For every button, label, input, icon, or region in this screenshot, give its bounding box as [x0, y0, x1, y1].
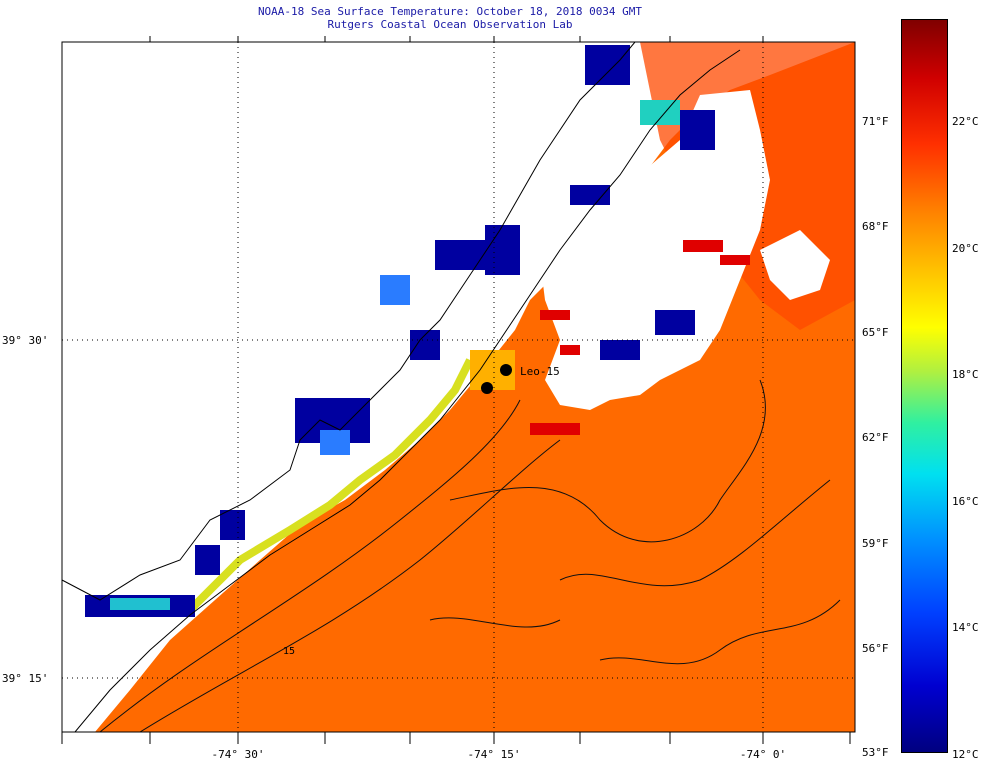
map-title: NOAA-18 Sea Surface Temperature: October… — [257, 5, 643, 18]
map-subtitle: Rutgers Coastal Ocean Observation Lab — [327, 18, 573, 31]
f-label-68: 68°F — [862, 220, 889, 233]
hot-pixels — [530, 240, 750, 435]
lon-label-7400: -74° 0' — [739, 748, 787, 761]
station-marker-secondary[interactable] — [481, 382, 493, 394]
station-label: Leo-15 — [520, 365, 560, 378]
graticule — [62, 42, 855, 732]
f-label-65: 65°F — [862, 326, 889, 339]
contour-label: 15 — [283, 646, 295, 657]
c-label-22: 22°C — [952, 115, 979, 128]
station-marker-leo15[interactable] — [500, 364, 512, 376]
frame-ticks — [61, 36, 851, 744]
cold-pixels — [85, 45, 715, 617]
f-label-56: 56°F — [862, 642, 889, 655]
c-label-16: 16°C — [952, 495, 979, 508]
barrier-island — [74, 49, 741, 732]
c-label-20: 20°C — [952, 242, 979, 255]
cloud-mask — [540, 90, 770, 410]
lon-label-7430: -74° 30' — [211, 748, 265, 761]
lon-label-7415: -74° 15' — [467, 748, 521, 761]
cool-pixels — [110, 100, 680, 610]
lat-label-3915: 39° 15' — [2, 672, 49, 685]
c-label-12: 12°C — [952, 748, 979, 761]
cloud-mask-east — [760, 230, 830, 300]
f-label-59: 59°F — [862, 537, 889, 550]
c-label-18: 18°C — [952, 368, 979, 381]
coastline — [62, 42, 636, 601]
f-label-62: 62°F — [862, 431, 889, 444]
bathymetry-contours — [99, 379, 841, 732]
f-label-71: 71°F — [862, 115, 889, 128]
c-label-14: 14°C — [952, 621, 979, 634]
coastal-fringe — [187, 358, 474, 613]
map-frame — [61, 41, 856, 733]
lat-label-3930: 39° 30' — [2, 334, 49, 347]
temperature-colorbar — [901, 19, 948, 753]
f-label-53: 53°F — [862, 746, 889, 759]
